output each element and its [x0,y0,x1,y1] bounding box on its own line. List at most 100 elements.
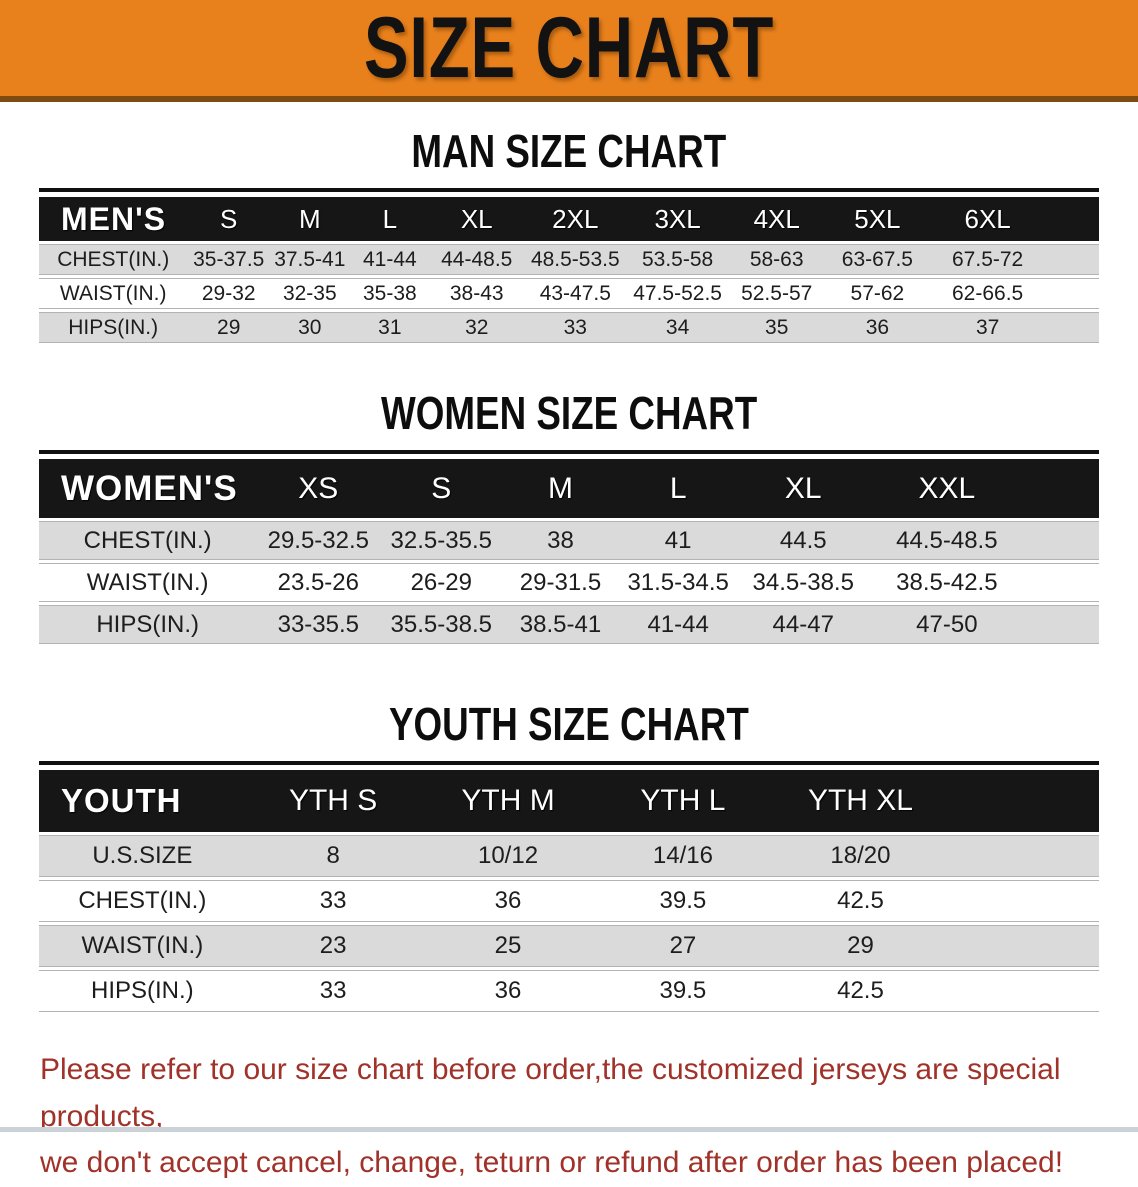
youth-size-row-label-3: HIPS(IN.) [39,970,246,1012]
women-size-value-2-5: 47-50 [868,605,1025,644]
men-size-value-2-4: 33 [523,312,628,343]
men-size-value-2-8: 37 [929,312,1046,343]
women-size-value-2-3: 41-44 [618,605,738,644]
men-size-value-1-4: 43-47.5 [523,278,628,309]
youth-section-heading-text: YOUTH SIZE CHART [389,698,749,750]
youth-size-column-header-0: YTH S [245,770,421,832]
men-size-header-row: MEN'S S M L XL 2XL 3XL 4XL 5XL 6XL [39,197,1099,241]
youth-size-header-row: YOUTH YTH S YTH M YTH L YTH XL [39,770,1099,832]
men-size-column-header-5: 3XL [627,197,728,241]
women-size-column-header-3: L [618,459,738,518]
women-size-table: WOMEN'S XS S M L XL XXL CHEST(IN.) 29.5-32.5 32.5… [39,450,1099,647]
youth-size-value-1-3: 42.5 [770,880,951,922]
women-section-heading-text: WOMEN SIZE CHART [380,387,758,439]
youth-size-row-filler-1 [950,880,1099,922]
men-size-column-header-7: 5XL [825,197,930,241]
men-size-header-label: MEN'S [39,197,188,241]
women-size-value-2-2: 38.5-41 [502,605,619,644]
men-size-column-header-1: M [270,197,350,241]
women-size-value-0-1: 32.5-35.5 [380,521,503,560]
bottom-edge-strip [0,1127,1138,1132]
youth-size-value-3-2: 39.5 [595,970,771,1012]
youth-size-header-label: YOUTH [39,770,246,832]
youth-size-column-header-1: YTH M [420,770,596,832]
men-size-header-filler [1045,197,1099,241]
men-size-row-1: WAIST(IN.) 29-32 32-35 35-38 38-43 43-47.5 47.… [39,278,1099,309]
men-size-row-label-0: CHEST(IN.) [39,244,188,275]
men-section-heading: MAN SIZE CHART [0,102,1138,174]
women-size-value-0-5: 44.5-48.5 [868,521,1025,560]
youth-size-value-2-3: 29 [770,925,951,967]
men-size-value-0-2: 41-44 [349,244,431,275]
men-size-value-2-2: 31 [349,312,431,343]
order-note: Please refer to our size chart before or… [40,1047,1098,1187]
youth-size-value-2-2: 27 [595,925,771,967]
men-section-heading-text: MAN SIZE CHART [411,125,727,177]
youth-size-value-1-0: 33 [245,880,421,922]
men-size-value-1-2: 35-38 [349,278,431,309]
youth-size-grid: YOUTH YTH S YTH M YTH L YTH XL U.S.SIZE 8 10/12… [39,767,1099,1015]
women-size-value-0-0: 29.5-32.5 [256,521,381,560]
men-size-column-header-0: S [187,197,271,241]
youth-size-value-0-2: 14/16 [595,835,771,877]
women-size-row-0: CHEST(IN.) 29.5-32.5 32.5-35.5 38 41 44.5 44.5… [39,521,1099,560]
women-size-row-filler-2 [1024,605,1099,644]
women-size-column-header-4: XL [737,459,869,518]
men-size-column-header-4: 2XL [523,197,628,241]
women-size-row-label-0: CHEST(IN.) [39,521,257,560]
women-size-column-header-5: XXL [868,459,1025,518]
order-note-line-2: we don't accept cancel, change, teturn o… [40,1146,1064,1179]
women-size-column-header-1: S [380,459,503,518]
youth-size-value-0-0: 8 [245,835,421,877]
youth-size-value-1-1: 36 [420,880,596,922]
youth-size-row-1: CHEST(IN.) 33 36 39.5 42.5 [39,880,1099,922]
men-size-row-filler-0 [1045,244,1099,275]
men-size-value-1-6: 52.5-57 [727,278,826,309]
men-size-value-0-6: 58-63 [727,244,826,275]
women-section-heading: WOMEN SIZE CHART [0,346,1138,436]
women-size-value-2-0: 33-35.5 [256,605,381,644]
women-size-row-1: WAIST(IN.) 23.5-26 26-29 29-31.5 31.5-34.5 34… [39,563,1099,602]
men-size-value-0-7: 63-67.5 [825,244,930,275]
men-size-column-header-8: 6XL [929,197,1046,241]
women-size-value-0-2: 38 [502,521,619,560]
men-size-value-2-0: 29 [187,312,271,343]
women-size-value-2-4: 44-47 [737,605,869,644]
men-size-value-0-3: 44-48.5 [430,244,524,275]
men-size-column-header-2: L [349,197,431,241]
youth-size-row-label-2: WAIST(IN.) [39,925,246,967]
youth-size-value-1-2: 39.5 [595,880,771,922]
women-size-row-2: HIPS(IN.) 33-35.5 35.5-38.5 38.5-41 41-44 44-… [39,605,1099,644]
men-size-value-1-5: 47.5-52.5 [627,278,728,309]
men-size-value-0-5: 53.5-58 [627,244,728,275]
men-size-value-0-0: 35-37.5 [187,244,271,275]
youth-size-section: YOUTH SIZE CHART YOUTH YTH S YTH M YTH L YTH… [0,647,1138,1015]
men-size-value-2-5: 34 [627,312,728,343]
men-size-grid: MEN'S S M L XL 2XL 3XL 4XL 5XL 6XL CHEST(IN.) 35-37… [39,194,1099,346]
men-size-row-0: CHEST(IN.) 35-37.5 37.5-41 41-44 44-48.5 48.5… [39,244,1099,275]
youth-size-table: YOUTH YTH S YTH M YTH L YTH XL U.S.SIZE 8 10/12… [39,761,1099,1015]
women-size-header-row: WOMEN'S XS S M L XL XXL [39,459,1099,518]
women-size-value-1-0: 23.5-26 [256,563,381,602]
women-size-value-1-4: 34.5-38.5 [737,563,869,602]
women-size-row-filler-1 [1024,563,1099,602]
women-size-section: WOMEN SIZE CHART WOMEN'S XS S M L XL XXL CHEST(… [0,346,1138,647]
youth-size-header-filler [950,770,1099,832]
men-size-value-1-0: 29-32 [187,278,271,309]
youth-size-value-0-3: 18/20 [770,835,951,877]
men-size-row-filler-1 [1045,278,1099,309]
men-size-value-1-7: 57-62 [825,278,930,309]
youth-size-value-3-0: 33 [245,970,421,1012]
men-size-value-1-3: 38-43 [430,278,524,309]
youth-size-row-label-0: U.S.SIZE [39,835,246,877]
men-size-value-0-8: 67.5-72 [929,244,1046,275]
youth-size-row-3: HIPS(IN.) 33 36 39.5 42.5 [39,970,1099,1012]
men-size-value-1-8: 62-66.5 [929,278,1046,309]
men-size-value-0-1: 37.5-41 [270,244,350,275]
youth-section-heading: YOUTH SIZE CHART [0,647,1138,747]
women-size-row-label-1: WAIST(IN.) [39,563,257,602]
women-size-value-2-1: 35.5-38.5 [380,605,503,644]
banner-title: SIZE CHART [363,0,775,96]
women-size-value-0-3: 41 [618,521,738,560]
